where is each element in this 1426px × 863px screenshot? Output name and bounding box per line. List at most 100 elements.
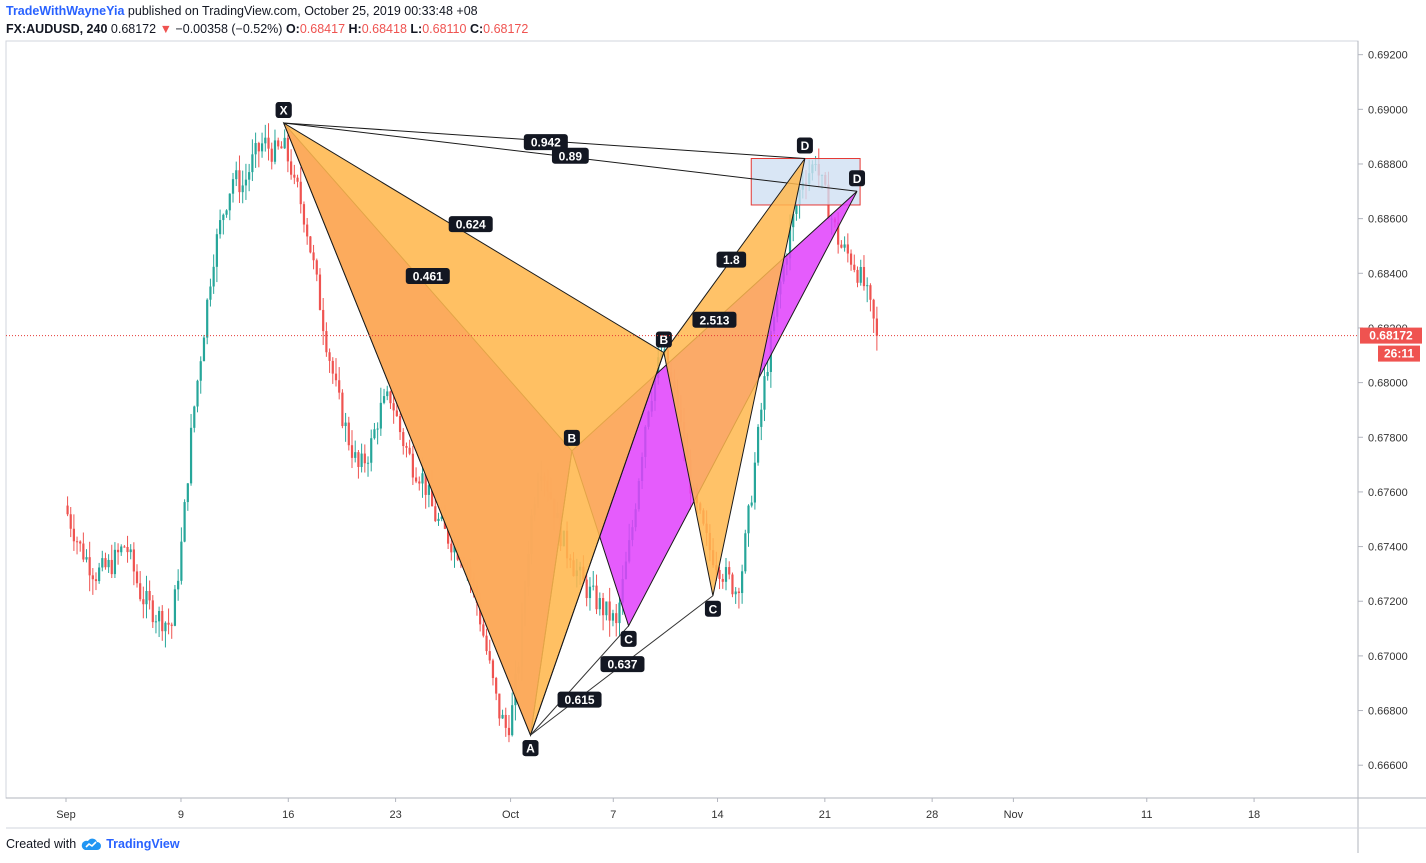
ratio-label: 0.461 [413, 270, 443, 284]
candle-body [328, 352, 331, 361]
ratio-label: 1.8 [723, 253, 740, 267]
time-tick-label: 11 [1141, 809, 1152, 821]
candle-body [267, 137, 270, 149]
price-tick-label: 0.67400 [1368, 542, 1408, 554]
candle-body [199, 361, 202, 381]
candle-body [177, 580, 180, 590]
time-tick-label: Oct [502, 809, 519, 821]
candle-body [306, 224, 309, 237]
candle-body [363, 453, 366, 464]
point-label-d-bg [796, 137, 813, 154]
ratio-label-bg [692, 311, 737, 328]
close-value: 0.68172 [483, 22, 529, 36]
candle-body [611, 613, 615, 621]
candle-body [189, 427, 193, 484]
low-value: 0.68110 [422, 22, 467, 36]
candle-body [148, 591, 151, 601]
candle-body [215, 234, 218, 267]
price-tick-label: 0.66600 [1368, 760, 1408, 772]
tradingview-brand[interactable]: TradingView [106, 837, 180, 851]
price-axis[interactable]: 0.692000.690000.688000.686000.684000.682… [6, 50, 1422, 773]
candle-body [180, 541, 183, 581]
candle-body [251, 154, 254, 173]
candle-body [206, 299, 209, 338]
candle-body [357, 452, 360, 467]
candle-body [608, 601, 611, 621]
candle-body [395, 410, 398, 417]
candle-body [293, 174, 296, 178]
author-name[interactable]: TradeWithWayneYia [6, 4, 125, 18]
candle-body [254, 143, 257, 155]
harmonic-patterns [282, 121, 858, 738]
candle-body [376, 428, 379, 430]
candle-body [98, 567, 101, 582]
candle-body [91, 575, 94, 580]
candle-body [588, 586, 592, 599]
candle-body [231, 179, 235, 194]
candle-body [479, 602, 482, 625]
candle-body [424, 473, 427, 495]
ratio-label: 0.89 [559, 149, 583, 163]
candle-body [225, 210, 228, 215]
point-label-c: C [624, 632, 633, 646]
candle-body [113, 549, 117, 575]
ratio-label-bg [551, 147, 589, 164]
candle-body [450, 543, 453, 553]
time-tick-label: 7 [610, 809, 616, 821]
candle-body [360, 453, 363, 467]
candle-body [498, 693, 501, 719]
price-tick-label: 0.67000 [1368, 651, 1408, 663]
candle-body [248, 172, 251, 180]
candle-body [731, 574, 734, 595]
candle-body [511, 705, 514, 736]
candle-body [379, 402, 382, 429]
point-label-b: B [568, 431, 577, 445]
candle-body [862, 266, 866, 287]
ohlc-values: O:0.68417 H:0.68418 L:0.68110 C:0.68172 [286, 22, 528, 36]
ratio-label-bg [557, 691, 602, 708]
candle-body [264, 137, 267, 144]
candle-body [366, 462, 370, 464]
candle-body [167, 622, 170, 625]
candle-body [315, 260, 318, 275]
candle-body [270, 148, 273, 162]
price-change: −0.00358 (−0.52%) [175, 22, 283, 36]
current-price-badge [1360, 327, 1422, 344]
candle-body [193, 406, 196, 428]
candle-body [718, 569, 721, 579]
open-label: O: [285, 22, 300, 36]
chart-frame [5, 40, 1426, 853]
candle-body [170, 624, 173, 626]
candle-body [763, 376, 766, 410]
candle-body [338, 380, 341, 393]
ratio-label-bg [405, 268, 450, 285]
candle-body [737, 591, 741, 594]
candle-body [856, 269, 859, 283]
candle-body [447, 528, 450, 544]
candle-body [186, 483, 189, 503]
price-tick-label: 0.69200 [1368, 50, 1408, 62]
symbol-line: FX:AUDUSD, 240 0.68172 ▼ −0.00358 (−0.52… [6, 22, 528, 36]
point-label-c-bg [620, 630, 637, 647]
candle-body [728, 567, 731, 575]
candle-body [286, 137, 289, 162]
pattern-orange-ab-line [530, 352, 665, 736]
pattern-labels: XABCD0.6241.80.942XABCD0.4612.5130.890.6… [275, 101, 866, 757]
candle-body [453, 544, 456, 553]
ratio-label-bg [716, 251, 747, 268]
retracement-line [530, 625, 629, 736]
candle-body [312, 252, 315, 261]
candle-body [354, 452, 357, 458]
candle-body [869, 285, 872, 300]
candle-body [350, 445, 354, 458]
candle-body [734, 591, 737, 595]
candle-body [766, 371, 769, 377]
candle-body [434, 506, 437, 522]
current-price-label: 0.68172 [1369, 329, 1413, 343]
candle-body [139, 583, 142, 600]
time-axis[interactable]: Sep 9 16 23 Oct 7 14 21 28 Nov 11 18 [56, 798, 1260, 821]
candle-body [235, 170, 238, 180]
candle-body [222, 214, 225, 221]
candle-body [402, 432, 405, 447]
